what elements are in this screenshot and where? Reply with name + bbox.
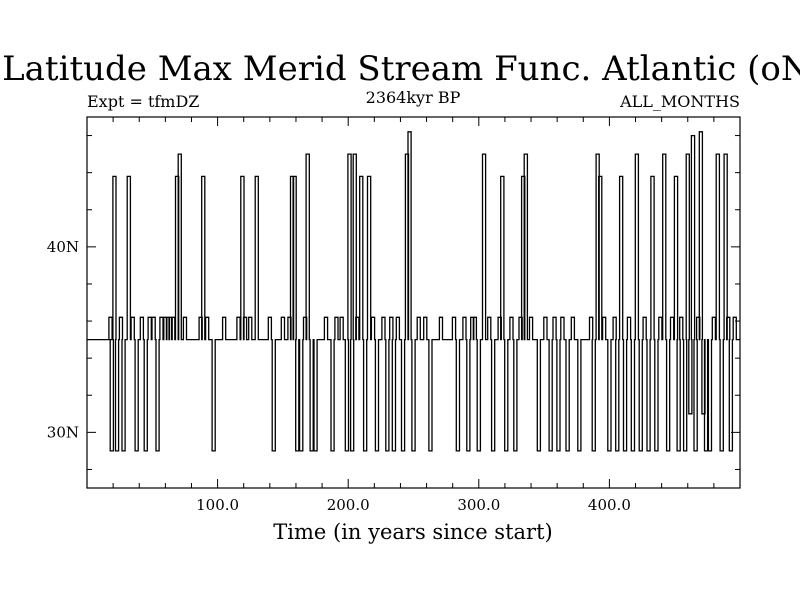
x-axis-label: Time (in years since start) [273,520,552,544]
chart-title: Latitude Max Merid Stream Func. Atlantic… [2,49,800,89]
y-tick-label: 30N [47,423,79,441]
subtitle-left: Expt = tfmDZ [87,92,199,111]
subtitle-right: ALL_MONTHS [619,92,740,111]
ticks-group: 100.0 200.0 300.0 400.0 30N 40N [47,117,740,514]
series-line [87,131,740,452]
plot-frame [86,116,741,489]
x-tick-label: 100.0 [196,496,239,514]
x-tick-label: 200.0 [327,496,370,514]
x-tick-label: 300.0 [457,496,500,514]
subtitle-center: 2364kyr BP [366,88,461,107]
y-tick-label: 40N [47,238,79,256]
x-tick-label: 400.0 [588,496,631,514]
